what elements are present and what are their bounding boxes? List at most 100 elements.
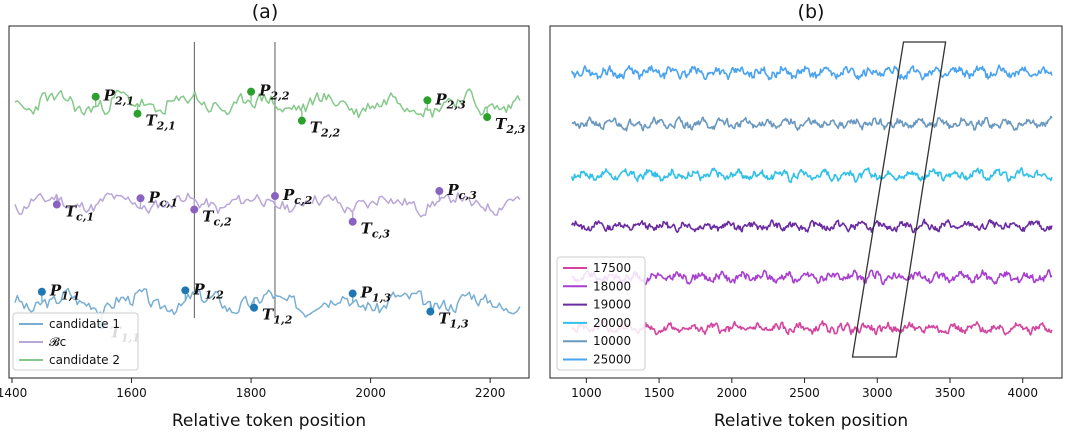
extrema-point xyxy=(250,303,259,312)
panel-a-x-ticks: 1400 1600 1800 2000 2200 xyxy=(0,378,505,400)
extrema-label: T2,2 xyxy=(310,119,341,140)
extrema-point xyxy=(52,200,61,209)
extrema-label-main: T xyxy=(65,203,78,221)
extrema-markers: P2,1P2,2 P2,3T2,1 T2,2T2,3Pc,1 Pc,2Pc,3Tc,1… xyxy=(37,82,526,344)
extrema-label-sub: c,1 xyxy=(76,211,94,224)
extrema-label-main: T xyxy=(438,310,451,328)
x-tick-label: 3500 xyxy=(935,386,966,400)
extrema-point xyxy=(133,109,142,118)
panel-b-frame xyxy=(549,25,1063,379)
extrema-point xyxy=(247,87,256,96)
extrema-point xyxy=(297,116,306,125)
extrema-label-main: P xyxy=(49,282,62,300)
extrema-label-main: P xyxy=(147,188,160,206)
extrema-label: T2,1 xyxy=(146,112,176,133)
x-tick-label: 2500 xyxy=(789,386,820,400)
extrema-label: Pc,2 xyxy=(282,186,313,207)
extrema-label-sub: 1,3 xyxy=(450,318,469,331)
extrema-label-main: P xyxy=(434,90,447,108)
extrema-label-sub: 2,2 xyxy=(269,90,289,103)
panel-a-frame xyxy=(8,25,530,379)
series-line xyxy=(571,218,1053,234)
panel-a: (a) P2,1P2,2 P2,3T2,1 T2,2T2,3Pc,1 Pc,2Pc,3… xyxy=(0,1,530,431)
extrema-label-main: T xyxy=(262,306,275,324)
extrema-label-main: T xyxy=(146,112,159,130)
extrema-label: Pc,1 xyxy=(147,188,177,209)
extrema-point xyxy=(483,113,492,122)
extrema-point xyxy=(270,192,279,201)
extrema-label-sub: c,2 xyxy=(294,194,313,207)
reference-lines xyxy=(193,42,276,318)
extrema-point xyxy=(91,92,100,101)
legend-label: 19000 xyxy=(593,298,631,312)
panel-b-legend: 17500 18000 19000 20000 10000 25000 xyxy=(556,256,646,371)
extrema-point xyxy=(181,286,190,295)
legend-label: 18000 xyxy=(593,279,631,293)
x-tick-label: 1600 xyxy=(116,386,147,400)
legend-label: candidate 2 xyxy=(49,353,120,367)
extrema-label: P2,3 xyxy=(434,90,466,111)
extrema-label-sub: c,3 xyxy=(372,228,391,241)
extrema-label-sub: c,3 xyxy=(459,189,478,202)
extrema-label: Tc,3 xyxy=(361,220,391,241)
extrema-label: P1,1 xyxy=(49,282,80,303)
panel-b-x-ticks: 1000 1500 2000 2500 3000 3500 4000 xyxy=(571,378,1038,400)
extrema-label-main: T xyxy=(495,115,508,133)
extrema-label-sub: 2,3 xyxy=(446,98,466,111)
extrema-label-sub: 2,2 xyxy=(320,127,340,140)
series-line xyxy=(571,64,1053,81)
extrema-point xyxy=(136,194,145,203)
extrema-label-main: T xyxy=(202,208,215,226)
extrema-label-sub: 1,1 xyxy=(61,290,80,303)
panel-b: (b) 1000 1500 2000 2500 3000 3500 4000 Relativ… xyxy=(549,1,1063,431)
x-tick-label: 2200 xyxy=(475,386,506,400)
panel-a-x-label: Relative token position xyxy=(172,411,366,431)
extrema-label-sub: c,1 xyxy=(160,196,178,209)
series-line xyxy=(571,167,1053,184)
extrema-point xyxy=(426,307,435,316)
extrema-label: P1,3 xyxy=(360,284,392,305)
extrema-label-sub: 1,2 xyxy=(205,288,224,301)
extrema-label: Tc,1 xyxy=(65,203,94,224)
series-line xyxy=(571,115,1053,132)
extrema-label-sub: 1,2 xyxy=(273,314,292,327)
extrema-point xyxy=(435,187,444,196)
extrema-label-sub: 2,3 xyxy=(505,123,525,136)
alignment-parallelogram xyxy=(851,41,947,358)
legend-label: 𝓑c xyxy=(49,335,66,349)
extrema-label-main: P xyxy=(192,280,205,298)
legend-box xyxy=(12,312,139,371)
extrema-label: Tc,2 xyxy=(202,208,232,229)
extrema-label: P2,1 xyxy=(103,87,134,108)
x-tick-label: 4000 xyxy=(1007,386,1038,400)
x-tick-label: 1400 xyxy=(0,386,27,400)
series-line xyxy=(14,192,521,218)
legend-label: 17500 xyxy=(593,261,631,275)
panel-b-series xyxy=(571,64,1053,336)
x-tick-label: 1500 xyxy=(644,386,675,400)
series-line xyxy=(571,269,1053,286)
extrema-label-main: P xyxy=(360,284,373,302)
extrema-label-sub: 1,3 xyxy=(372,292,391,305)
extrema-label-main: P xyxy=(258,82,271,100)
series-line xyxy=(571,320,1053,336)
extrema-point xyxy=(190,205,199,214)
extrema-label-main: P xyxy=(446,181,459,199)
extrema-label-main: T xyxy=(361,220,374,238)
extrema-label: T2,3 xyxy=(495,115,526,136)
extrema-label: T1,3 xyxy=(438,310,469,331)
x-tick-label: 2000 xyxy=(717,386,748,400)
x-tick-label: 1000 xyxy=(571,386,602,400)
panel-b-x-label: Relative token position xyxy=(714,411,908,431)
panel-b-title: (b) xyxy=(798,1,825,23)
legend-label: 25000 xyxy=(593,353,631,367)
legend-label: 20000 xyxy=(593,316,631,330)
extrema-label-main: P xyxy=(103,87,116,105)
legend-label: candidate 1 xyxy=(49,317,120,331)
extrema-label-main: T xyxy=(310,119,323,137)
extrema-label-sub: c,2 xyxy=(213,216,232,229)
extrema-label-main: P xyxy=(282,186,295,204)
series-line xyxy=(14,88,521,119)
panel-a-legend: candidate 1 𝓑c candidate 2 xyxy=(12,312,139,371)
